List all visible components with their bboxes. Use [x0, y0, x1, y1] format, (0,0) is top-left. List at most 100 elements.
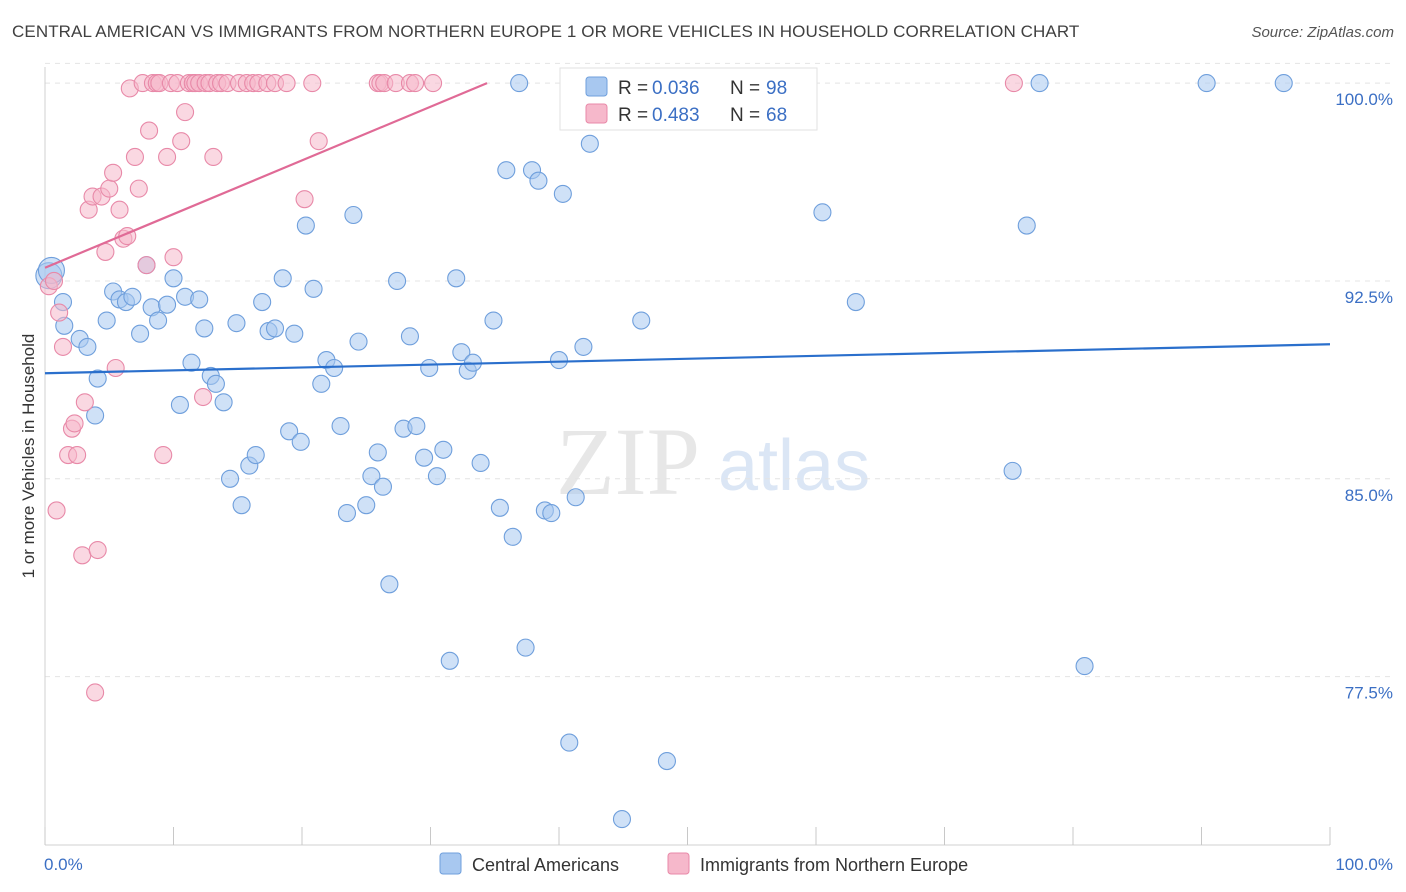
- point-central-americans-85: [632, 311, 651, 330]
- point-central-americans-44: [331, 416, 350, 436]
- y-tick-label-1: 92.5%: [1345, 288, 1393, 307]
- point-central-americans-39: [296, 216, 315, 235]
- point-central-americans-48: [357, 496, 376, 515]
- point-central-americans-97: [1274, 74, 1293, 93]
- point-central-americans-21: [182, 353, 201, 372]
- point-central-americans-57: [415, 448, 434, 467]
- point-central-americans-69: [497, 161, 516, 180]
- trend-lines: [44, 82, 1331, 375]
- y-tick-label-0: 100.0%: [1335, 90, 1393, 109]
- point-central-americans-79: [560, 733, 579, 752]
- point-northern-europe-67: [1004, 74, 1023, 93]
- point-central-americans-31: [246, 446, 265, 465]
- point-central-americans-6: [86, 406, 105, 425]
- point-central-americans-94: [1030, 74, 1049, 93]
- point-northern-europe-57: [295, 190, 314, 209]
- point-central-americans-66: [471, 453, 490, 473]
- point-central-americans-60: [434, 440, 453, 459]
- y-tick-label-2: 85.0%: [1345, 486, 1393, 505]
- point-northern-europe-20: [110, 200, 129, 219]
- point-central-americans-36: [280, 422, 299, 441]
- point-central-americans-38: [291, 432, 310, 451]
- data-points: [35, 74, 1293, 829]
- point-northern-europe-56: [277, 74, 296, 93]
- point-central-americans-67: [484, 311, 503, 330]
- point-northern-europe-46: [204, 147, 223, 167]
- point-northern-europe-24: [125, 147, 144, 167]
- point-central-americans-82: [580, 134, 599, 153]
- watermark-atlas: atlas: [718, 426, 870, 506]
- point-central-americans-80: [566, 488, 585, 507]
- point-central-americans-58: [420, 358, 439, 378]
- point-central-americans-96: [1197, 74, 1216, 93]
- point-central-americans-74: [529, 171, 548, 190]
- axes: [44, 67, 1331, 846]
- point-central-americans-71: [510, 74, 529, 93]
- point-central-americans-76: [542, 504, 561, 523]
- point-central-americans-35: [273, 269, 292, 288]
- point-central-americans-7: [88, 369, 107, 388]
- point-central-americans-55: [400, 327, 419, 346]
- point-northern-europe-3: [50, 303, 69, 322]
- legend-n-label-2: N =: [730, 105, 760, 126]
- point-northern-europe-38: [176, 103, 195, 122]
- point-northern-europe-4: [53, 337, 73, 356]
- point-central-americans-8: [97, 311, 116, 330]
- point-central-americans-5: [78, 337, 97, 356]
- point-northern-europe-25: [129, 179, 148, 198]
- bottom-legend-label-central-americans: Central Americans: [472, 855, 619, 875]
- point-central-americans-53: [388, 271, 407, 290]
- source-label: Source: ZipAtlas.com: [1251, 24, 1394, 41]
- point-central-americans-22: [190, 290, 209, 309]
- point-central-americans-91: [846, 293, 865, 312]
- point-central-americans-72: [516, 638, 535, 657]
- point-central-americans-84: [612, 810, 632, 829]
- grid-lines: [45, 62, 1393, 678]
- bottom-legend: Central Americans Immigrants from Northe…: [439, 852, 968, 875]
- point-northern-europe-59: [309, 132, 328, 151]
- point-central-americans-51: [373, 477, 393, 496]
- point-northern-europe-66: [424, 74, 443, 93]
- point-northern-europe-37: [172, 132, 191, 151]
- point-central-americans-93: [1017, 216, 1036, 235]
- point-northern-europe-43: [194, 387, 213, 407]
- point-central-americans-19: [170, 395, 189, 414]
- point-central-americans-87: [657, 752, 676, 771]
- point-central-americans-34: [265, 319, 285, 338]
- bottom-legend-label-northern-europe: Immigrants from Northern Europe: [700, 855, 968, 875]
- point-central-americans-63: [452, 343, 471, 362]
- point-northern-europe-35: [164, 248, 183, 267]
- point-northern-europe-19: [106, 358, 125, 378]
- bottom-legend-swatch-northern-europe: [667, 852, 690, 875]
- point-central-americans-50: [368, 443, 387, 462]
- legend-swatch-northern-europe: [585, 103, 608, 124]
- point-northern-europe-32: [154, 446, 173, 465]
- point-central-americans-25: [206, 374, 225, 393]
- point-central-americans-45: [337, 504, 357, 523]
- legend-r-value-2: 0.483: [652, 105, 700, 126]
- point-central-americans-41: [312, 374, 331, 393]
- legend-r-value-1: 0.036: [652, 78, 700, 99]
- point-central-americans-46: [344, 205, 363, 225]
- point-northern-europe-28: [140, 121, 159, 140]
- point-northern-europe-1: [44, 271, 64, 290]
- legend-n-value-2: 68: [766, 105, 787, 126]
- point-central-americans-40: [304, 279, 323, 298]
- point-northern-europe-58: [303, 74, 322, 93]
- point-central-americans-59: [427, 467, 446, 486]
- point-northern-europe-2: [47, 501, 66, 520]
- x-tick-label-min: 0.0%: [44, 855, 83, 874]
- chart-title: CENTRAL AMERICAN VS IMMIGRANTS FROM NORT…: [12, 22, 1080, 41]
- point-central-americans-77: [549, 351, 569, 370]
- stats-legend: R = 0.036 N = 98 R = 0.483 N = 68: [559, 67, 818, 131]
- point-central-americans-28: [227, 314, 246, 333]
- x-tick-label-max: 100.0%: [1335, 855, 1393, 874]
- point-northern-europe-10: [75, 393, 94, 412]
- point-central-americans-18: [164, 269, 183, 288]
- point-central-americans-27: [220, 469, 240, 488]
- point-central-americans-61: [440, 651, 459, 670]
- legend-r-label-2: R =: [618, 105, 648, 126]
- legend-swatch-central-americans: [585, 76, 608, 97]
- point-northern-europe-65: [406, 74, 425, 93]
- point-central-americans-17: [158, 295, 177, 314]
